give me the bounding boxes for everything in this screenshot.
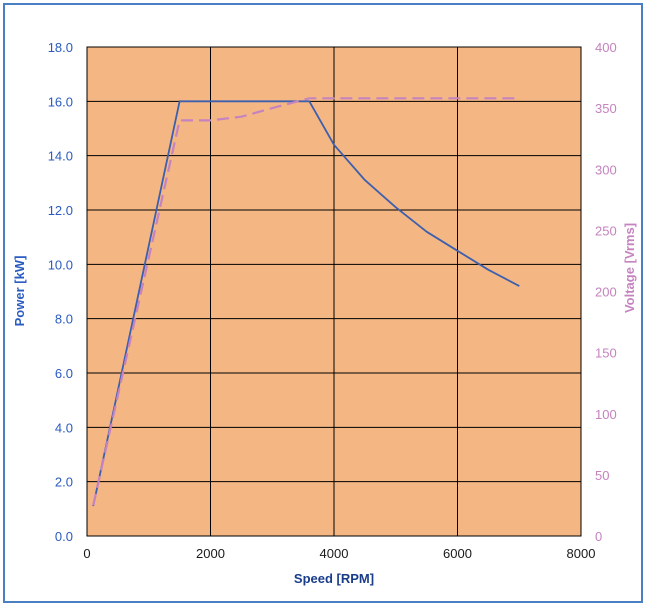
y2-tick-label: 300 <box>595 162 617 177</box>
y2-tick-label: 100 <box>595 407 617 422</box>
y2-tick-label: 400 <box>595 40 617 55</box>
y2-tick-label: 350 <box>595 101 617 116</box>
grid-lines <box>86 46 582 537</box>
y-tick-label: 18.0 <box>48 40 73 55</box>
y-tick-label: 16.0 <box>48 94 73 109</box>
y-tick-label: 2.0 <box>55 475 73 490</box>
x-axis-title: Speed [RPM] <box>294 571 374 586</box>
y2-tick-label: 0 <box>595 529 602 544</box>
y-tick-label: 14.0 <box>48 149 73 164</box>
y2-tick-label: 50 <box>595 468 609 483</box>
y2-axis-title: Voltage [Vrms] <box>622 223 637 313</box>
x-tick-label: 2000 <box>196 546 225 561</box>
y-tick-label: 10.0 <box>48 257 73 272</box>
tick-labels: 0 2000 4000 6000 80000.02.04.06.08.010.012.0… <box>48 40 617 561</box>
y-tick-label: 0.0 <box>55 529 73 544</box>
y-tick-label: 6.0 <box>55 366 73 381</box>
y-tick-label: 8.0 <box>55 312 73 327</box>
y-tick-label: 12.0 <box>48 203 73 218</box>
x-tick-label: 6000 <box>443 546 472 561</box>
x-tick-label: 4000 <box>320 546 349 561</box>
y-tick-label: 4.0 <box>55 420 73 435</box>
x-tick-label: 0 <box>83 546 90 561</box>
y2-tick-label: 150 <box>595 346 617 361</box>
voltage-series-line <box>92 97 520 506</box>
power-series-line <box>92 100 520 507</box>
y2-tick-label: 200 <box>595 285 617 300</box>
series-group <box>92 97 520 507</box>
x-tick-label: 8000 <box>567 546 596 561</box>
y-axis-title: Power [kW] <box>12 256 27 327</box>
y2-tick-label: 250 <box>595 223 617 238</box>
plot-border <box>86 46 582 537</box>
